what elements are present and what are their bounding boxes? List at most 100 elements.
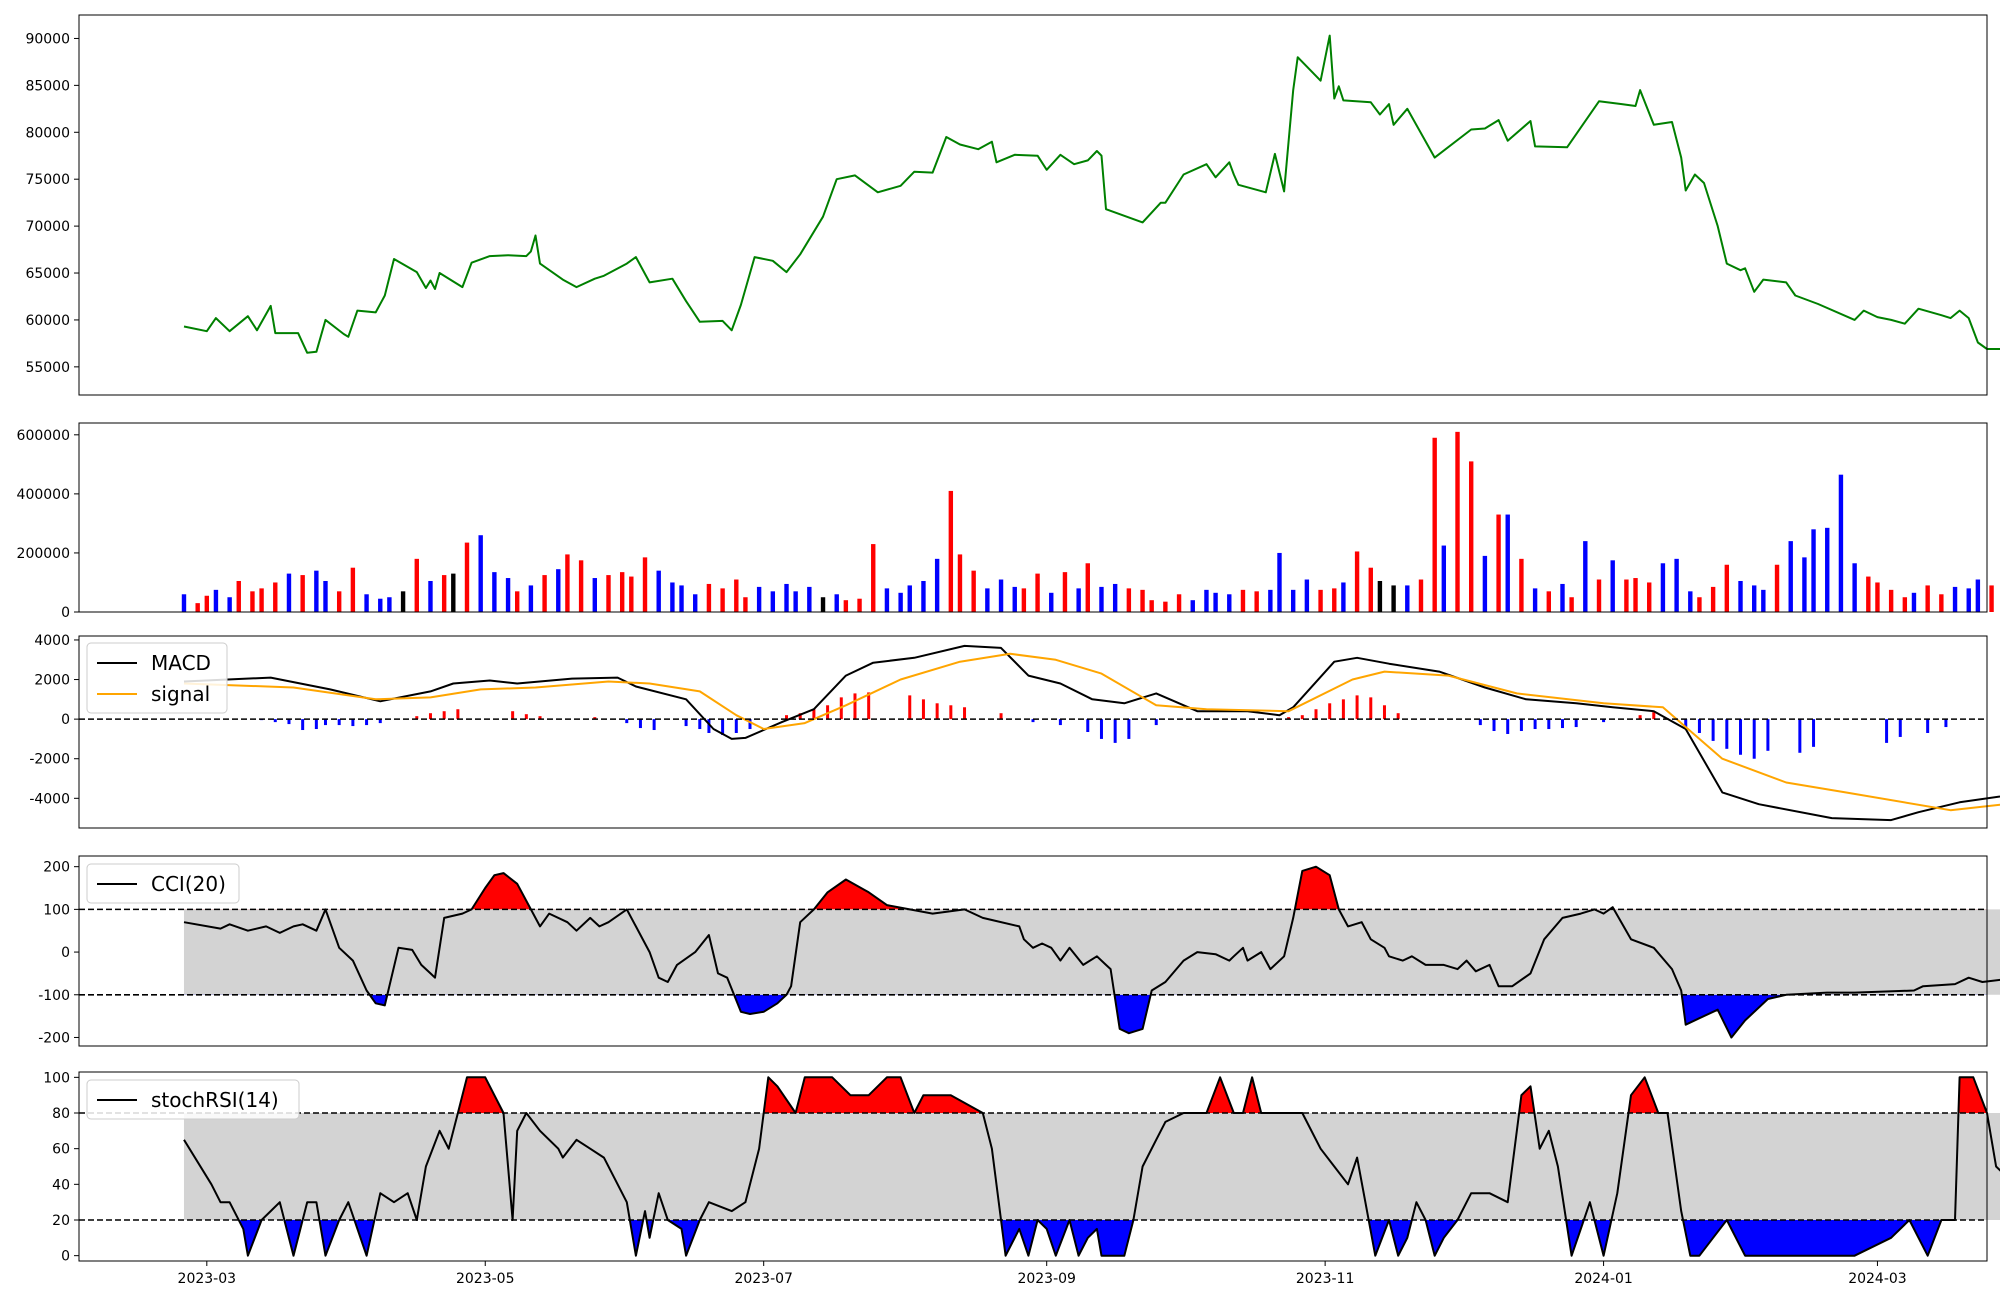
- volume-ytick-label: 600000: [17, 428, 70, 444]
- macd-hist-bar: [1300, 715, 1304, 720]
- macd-hist-bar: [1154, 719, 1158, 726]
- macd-hist-bar: [1684, 719, 1688, 728]
- volume-panel: 0 200000 400000 600000: [17, 422, 1994, 621]
- volume-bar: [1441, 545, 1447, 612]
- macd-hist-bar: [314, 719, 318, 730]
- macd-ytick-label: -4000: [29, 791, 70, 807]
- x-tick-label: 2023-03: [178, 1271, 237, 1287]
- price-panel: 55000 60000 65000 70000 75000 80000 85000 90000: [25, 14, 2000, 396]
- volume-bar: [1126, 588, 1132, 612]
- volume-bar: [948, 490, 954, 612]
- legend-box: [86, 642, 228, 714]
- volume-bar: [1519, 558, 1524, 612]
- volume-bar: [1660, 563, 1666, 612]
- volume-bar: [1318, 589, 1323, 612]
- macd-hist-bar: [1652, 712, 1656, 720]
- price-line: [183, 34, 2000, 354]
- macd-hist-bar: [1099, 719, 1103, 739]
- volume-bar: [1012, 586, 1017, 612]
- macd-hist-bar: [301, 719, 305, 731]
- macd-hist-bar: [378, 719, 382, 724]
- macd-frame: [78, 635, 1988, 829]
- volume-bar: [1788, 541, 1793, 612]
- volume-bar: [364, 594, 369, 612]
- macd-hist-bar: [963, 707, 967, 720]
- volume-bar: [1674, 558, 1679, 612]
- volume-bar: [1610, 560, 1615, 612]
- macd-hist-bar: [1711, 719, 1715, 741]
- volume-bar: [350, 567, 356, 612]
- volume-bar: [1838, 474, 1844, 612]
- cci-ytick-label: -100: [38, 988, 70, 1004]
- volume-bar: [1049, 592, 1054, 612]
- price-ytick-label: 75000: [25, 172, 70, 188]
- macd-hist-bar: [707, 719, 711, 733]
- volume-bar: [236, 580, 241, 612]
- macd-hist-bar: [428, 713, 432, 720]
- volume-bar: [1240, 589, 1246, 612]
- volume-bar: [1432, 437, 1437, 612]
- price-ytick-label: 70000: [25, 219, 70, 235]
- volume-bar: [998, 579, 1004, 612]
- macd-hist-bar: [1396, 713, 1400, 720]
- volume-bar: [592, 578, 597, 612]
- macd-panel: -4000 -2000 0 2000 4000 MACD signal: [29, 633, 2000, 829]
- macd-hist-bar: [1113, 719, 1117, 743]
- volume-bar: [1583, 541, 1588, 612]
- stoch-ytick-label: 0: [61, 1249, 70, 1265]
- volume-bar: [971, 570, 976, 612]
- volume-bar: [428, 580, 433, 612]
- volume-bar: [1176, 594, 1182, 612]
- macd-hist-bar: [1058, 719, 1062, 726]
- macd-hist-bar: [1638, 715, 1642, 720]
- macd-hist-bar: [415, 716, 419, 720]
- stoch-ytick-label: 60: [52, 1142, 70, 1158]
- volume-bar: [1391, 585, 1396, 612]
- x-tick-label: 2023-05: [456, 1271, 515, 1287]
- macd-ytick-label: 4000: [34, 633, 70, 649]
- volume-bar: [336, 591, 342, 612]
- volume-bar: [857, 598, 862, 612]
- volume-bar: [1099, 586, 1104, 612]
- macd-hist-bar: [921, 699, 925, 720]
- legend-label: signal: [151, 682, 210, 706]
- volume-bar: [770, 591, 776, 612]
- volume-bar: [1633, 578, 1638, 612]
- volume-bar: [1774, 564, 1780, 612]
- volume-bar: [834, 594, 839, 612]
- macd-hist-bar: [456, 709, 460, 720]
- volume-bar: [1697, 597, 1702, 612]
- macd-hist-bar: [625, 719, 629, 724]
- volume-bar: [1546, 591, 1551, 612]
- volume-bar: [1560, 583, 1565, 612]
- volume-frame: [78, 422, 1988, 613]
- macd-hist-bar: [949, 705, 953, 720]
- macd-hist-bar: [721, 719, 725, 735]
- macd-ytick-label: 2000: [34, 673, 70, 689]
- volume-bar: [629, 576, 634, 612]
- volume-bar: [743, 597, 748, 612]
- macd-hist-bar: [1898, 719, 1902, 737]
- volume-bar: [378, 598, 383, 612]
- volume-bar: [451, 573, 456, 612]
- price-ytick-label: 65000: [25, 266, 70, 282]
- volume-bar: [400, 591, 406, 612]
- volume-bar: [195, 603, 200, 612]
- cci-ytick-label: 100: [43, 902, 70, 918]
- macd-hist-bar: [785, 715, 789, 720]
- volume-bar: [1888, 589, 1894, 612]
- macd-hist-bar: [1547, 719, 1551, 730]
- volume-bar: [1149, 600, 1154, 612]
- cci-band: [183, 909, 2000, 995]
- volume-bar: [642, 557, 648, 612]
- legend-box: [86, 1079, 300, 1120]
- cci-ytick-label: 200: [43, 860, 70, 876]
- macd-signal-line: [183, 652, 2000, 812]
- volume-bar: [1112, 583, 1118, 612]
- volume-bar: [1902, 597, 1908, 612]
- volume-bar: [1989, 585, 1994, 612]
- volume-bar: [656, 570, 661, 612]
- volume-bar: [706, 583, 712, 612]
- volume-bar: [414, 558, 419, 612]
- volume-bar: [227, 597, 232, 612]
